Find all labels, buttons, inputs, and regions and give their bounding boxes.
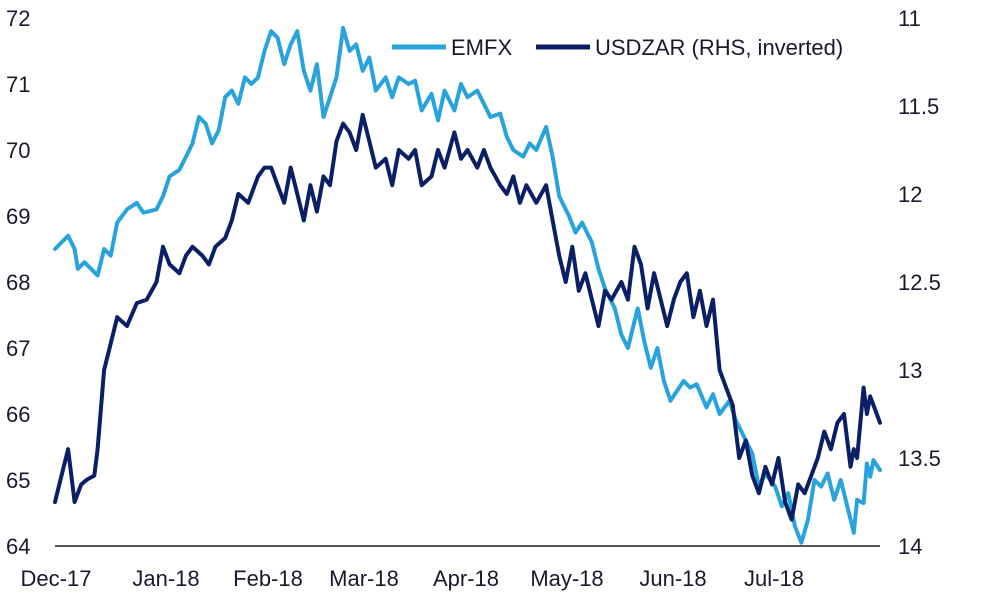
series-line-usdzar [53,112,882,522]
y-right-tick-label: 12 [898,182,922,207]
y-right-tick-label: 11 [898,6,921,31]
y-left-tick-label: 65 [6,468,30,493]
x-tick-label: May-18 [530,566,603,591]
x-tick-label: Apr-18 [433,566,499,591]
y-right-tick-label: 13.5 [898,446,941,471]
y-left-tick-label: 68 [6,270,30,295]
x-tick-label: Jun-18 [639,566,706,591]
x-tick-label: Mar-18 [329,566,399,591]
legend-label-usdzar: USDZAR (RHS, inverted) [595,35,843,60]
y-left-tick-label: 64 [6,534,30,559]
legend-label-emfx: EMFX [451,35,512,60]
x-tick-label: Dec-17 [21,566,92,591]
y-right-tick-label: 14 [898,534,922,559]
left-y-axis: 64 65 66 67 68 69 70 71 72 [6,6,30,559]
y-left-tick-label: 69 [6,204,30,229]
x-tick-label: Jul-18 [744,566,804,591]
right-y-axis: 11 11.5 12 12.5 13 13.5 14 [898,6,941,559]
x-axis: Dec-17 Jan-18 Feb-18 Mar-18 Apr-18 May-18 Jun-… [21,566,804,591]
y-right-tick-label: 13 [898,358,922,383]
y-left-tick-label: 70 [6,138,30,163]
y-left-tick-label: 71 [6,72,30,97]
x-tick-label: Feb-18 [233,566,303,591]
legend: EMFX USDZAR (RHS, inverted) [392,35,843,60]
series-group [53,25,882,545]
y-left-tick-label: 67 [6,336,30,361]
y-right-tick-label: 11.5 [898,94,939,119]
x-tick-label: Jan-18 [132,566,199,591]
y-left-tick-label: 66 [6,402,30,427]
y-right-tick-label: 12.5 [898,270,941,295]
y-left-tick-label: 72 [6,6,30,31]
series-line-emfx [53,25,882,545]
